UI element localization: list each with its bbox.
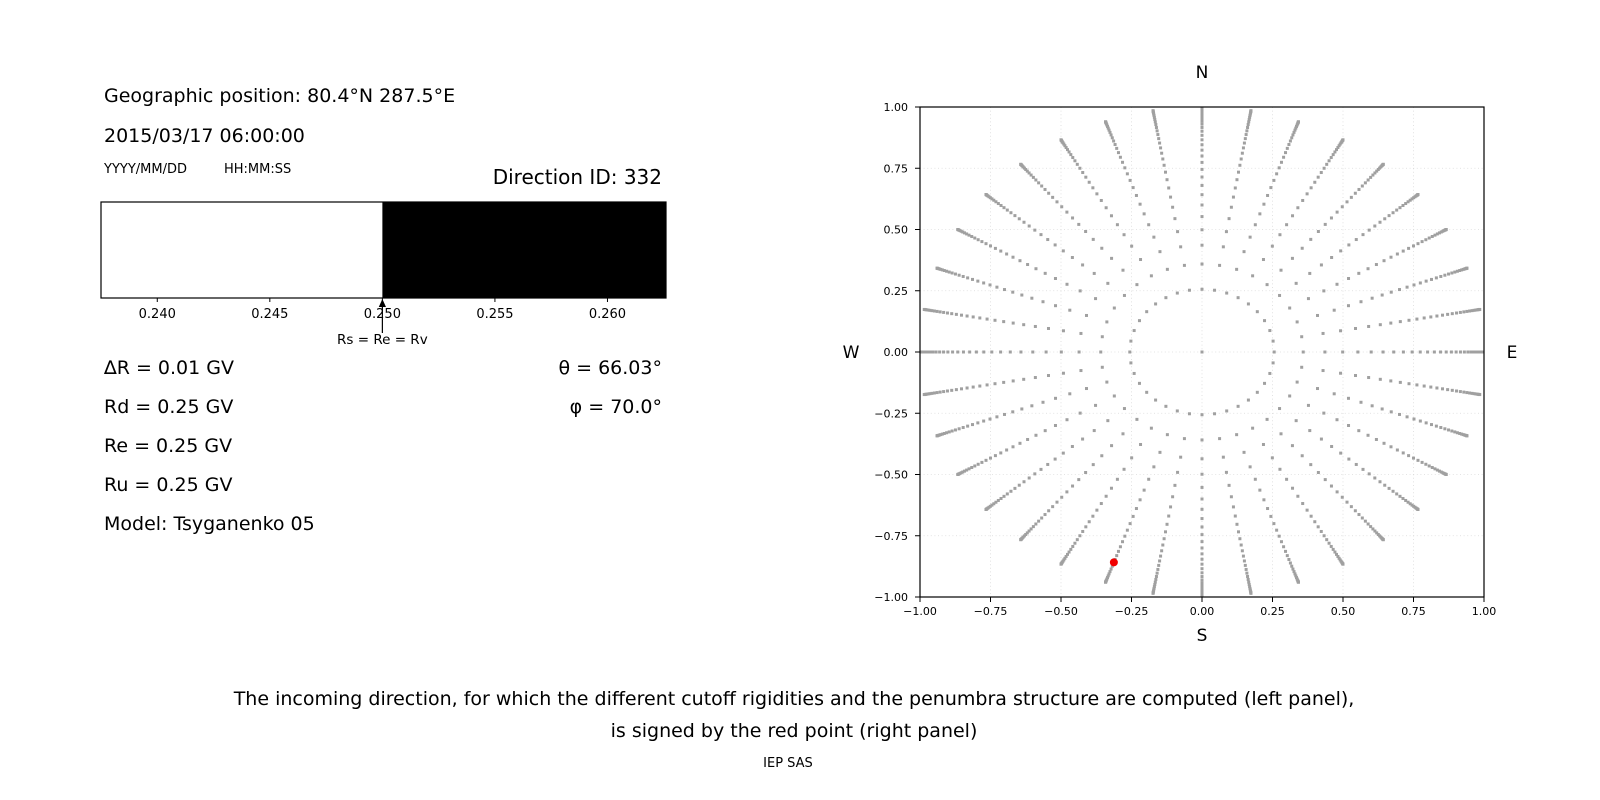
svg-text:0.00: 0.00 — [1190, 605, 1215, 618]
svg-text:−0.25: −0.25 — [874, 407, 908, 420]
penumbra-x-axis: 0.240 0.245 0.250 0.255 0.260 — [139, 298, 626, 322]
svg-text:−0.75: −0.75 — [874, 530, 908, 543]
svg-text:0.25: 0.25 — [1260, 605, 1285, 618]
svg-text:0.260: 0.260 — [589, 307, 626, 322]
delta-r-value: ∆R = 0.01 GV — [104, 357, 234, 379]
svg-text:0.255: 0.255 — [476, 307, 513, 322]
compass-labels: N S W E — [843, 63, 1518, 646]
caption-line-2: is signed by the red point (right panel) — [610, 720, 978, 742]
phi-value: φ = 70.0° — [569, 396, 662, 418]
svg-text:−0.50: −0.50 — [1044, 605, 1078, 618]
svg-text:−0.75: −0.75 — [974, 605, 1008, 618]
svg-text:0.25: 0.25 — [884, 285, 909, 298]
selected-direction-point — [1109, 558, 1118, 567]
svg-text:−1.00: −1.00 — [874, 591, 908, 604]
svg-text:0.50: 0.50 — [884, 224, 909, 237]
date-format-label: YYYY/MM/DD — [104, 162, 187, 177]
re-value: Re = 0.25 GV — [104, 435, 233, 457]
svg-text:Rs = Re = Rv: Rs = Re = Rv — [337, 332, 428, 348]
rigidity-arrow: Rs = Re = Rv — [337, 299, 428, 348]
svg-text:0.75: 0.75 — [884, 162, 909, 175]
svg-text:1.00: 1.00 — [1472, 605, 1497, 618]
ru-value: Ru = 0.25 GV — [104, 474, 233, 496]
svg-text:E: E — [1507, 343, 1518, 363]
svg-text:0.75: 0.75 — [1401, 605, 1426, 618]
svg-text:N: N — [1196, 63, 1209, 83]
direction-id-label: Direction ID: 332 — [492, 165, 662, 189]
svg-text:−0.50: −0.50 — [874, 469, 908, 482]
datetime-label: 2015/03/17 06:00:00 — [104, 125, 305, 147]
svg-text:0.50: 0.50 — [1331, 605, 1356, 618]
rd-value: Rd = 0.25 GV — [104, 396, 234, 418]
caption-line-1: The incoming direction, for which the di… — [233, 688, 1355, 710]
time-format-label: HH:MM:SS — [224, 162, 292, 177]
geographic-position-label: Geographic position: 80.4°N 287.5°E — [104, 85, 456, 107]
penumbra-bar — [100, 201, 667, 299]
svg-text:W: W — [843, 343, 860, 363]
model-label: Model: Tsyganenko 05 — [104, 513, 315, 535]
theta-value: θ = 66.03° — [558, 357, 662, 379]
svg-text:0.245: 0.245 — [251, 307, 288, 322]
svg-text:S: S — [1197, 626, 1208, 646]
svg-text:−1.00: −1.00 — [903, 605, 937, 618]
svg-text:1.00: 1.00 — [884, 101, 909, 114]
svg-text:0.00: 0.00 — [884, 346, 909, 359]
svg-text:0.240: 0.240 — [139, 307, 176, 322]
direction-grid-points — [920, 107, 1484, 597]
credit-label: IEP SAS — [763, 756, 813, 771]
svg-text:−0.25: −0.25 — [1115, 605, 1149, 618]
direction-plot-axes: 1.00 0.75 0.50 0.25 0.00 −0.25 −0.50 −0.75 −1.00… — [874, 101, 1496, 618]
